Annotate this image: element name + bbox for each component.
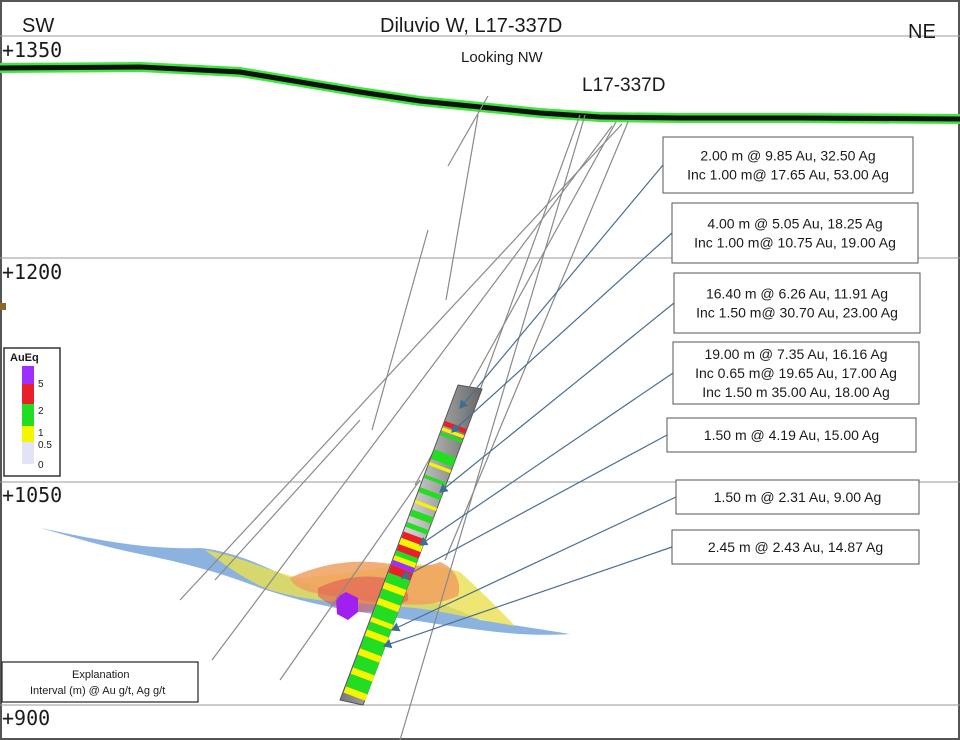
callout-text: 4.00 m @ 5.05 Au, 18.25 Ag [707, 216, 882, 232]
topography-surface [0, 62, 960, 124]
core-assay-band [414, 499, 438, 512]
core-assay-band [350, 667, 375, 682]
legend-tick-1: 1 [38, 428, 44, 439]
core-assay-band [371, 604, 399, 625]
interval-callout: 2.00 m @ 9.85 Au, 32.50 Ag Inc 1.00 m@ 17… [459, 136, 914, 409]
survey-marker [0, 303, 6, 310]
elevation-label-900: +900 [2, 706, 50, 730]
callout-box [666, 417, 917, 453]
core-assay-band [345, 673, 373, 695]
interval-callout: 16.40 m @ 6.26 Au, 11.91 Ag Inc 1.50 m@ 3… [439, 272, 921, 493]
drill-hole-traces [179, 95, 629, 740]
callout-text: Inc 0.65 m@ 19.65 Au, 17.00 Ag [695, 365, 897, 381]
direction-sw: SW [22, 15, 54, 37]
core-assay-band [441, 427, 465, 439]
callout-leader-line [459, 164, 664, 409]
callout-box [673, 272, 921, 334]
legend-tick-05: 0.5 [38, 440, 52, 451]
interval-callout: 4.00 m @ 5.05 Au, 18.25 Ag Inc 1.00 m@ 10… [451, 202, 919, 433]
callout-box [671, 529, 920, 565]
core-assay-band [367, 621, 392, 638]
explanation-box: Explanation Interval (m) @ Au g/t, Ag g/… [1, 661, 199, 703]
callout-text: 1.50 m @ 4.19 Au, 15.00 Ag [704, 427, 879, 443]
callout-box [671, 202, 919, 264]
callout-leader-line [439, 302, 675, 493]
core-assay-band [382, 582, 407, 597]
core-assay-band [399, 537, 423, 553]
core-assay-band [353, 654, 380, 676]
explanation-title: Explanation [72, 669, 130, 681]
callout-text: 19.00 m @ 7.35 Au, 16.16 Ag [704, 346, 887, 362]
drill-hole-core [339, 384, 483, 706]
core-assay-band [378, 588, 405, 606]
callout-text: Inc 1.00 m@ 10.75 Au, 19.00 Ag [694, 235, 896, 251]
legend-swatch-5 [22, 366, 34, 384]
view-direction-label: Looking NW [461, 49, 544, 66]
core-assay-band [396, 544, 421, 559]
mineralized-zones [40, 528, 570, 635]
elevation-label-1050: +1050 [2, 483, 62, 507]
interval-callout: 1.50 m @ 2.31 Au, 9.00 Ag [390, 479, 920, 632]
legend-swatch-2 [22, 384, 34, 404]
legend-tick-0: 0 [38, 460, 44, 471]
core-assay-band [370, 616, 394, 630]
legend-swatch-05 [22, 426, 34, 442]
callout-text: Inc 1.00 m@ 17.65 Au, 53.00 Ag [687, 167, 889, 183]
interval-callout: 1.50 m @ 4.19 Au, 15.00 Ag [400, 417, 917, 579]
core-assay-band [360, 635, 387, 657]
core-assay-band [391, 559, 415, 573]
callout-text: 2.45 m @ 2.43 Au, 14.87 Ag [708, 539, 883, 555]
diagram-title: Diluvio W, L17-337D [380, 15, 562, 37]
elevation-label-1200: +1200 [2, 260, 62, 284]
core-assay-band [418, 487, 442, 501]
callout-text: Inc 1.50 m@ 30.70 Au, 23.00 Ag [696, 305, 898, 321]
interval-callout: 2.45 m @ 2.43 Au, 14.87 Ag [382, 529, 920, 649]
explanation-text: Interval (m) @ Au g/t, Ag g/t [30, 685, 165, 697]
core-assay-band [393, 555, 417, 568]
callout-leader-line [382, 546, 673, 649]
core-assay-band [357, 648, 382, 663]
callout-leader-line [451, 232, 673, 433]
core-assay-band [405, 522, 429, 535]
core-assay-band [343, 686, 368, 701]
legend-swatch-1 [22, 404, 34, 426]
core-assay-band [376, 597, 401, 613]
core-assay-band [428, 461, 452, 474]
direction-ne: NE [908, 21, 936, 43]
callout-box [672, 341, 920, 405]
drill-hole-label: L17-337D [582, 75, 665, 96]
core-assay-band [423, 474, 447, 486]
interval-callouts: 2.00 m @ 9.85 Au, 32.50 Ag Inc 1.00 m@ 17… [382, 136, 921, 649]
zone-purple [336, 592, 358, 620]
legend-tick-5: 5 [38, 379, 44, 390]
core-assay-band [409, 509, 434, 524]
legend-swatch-0 [22, 442, 34, 464]
callout-text: 16.40 m @ 6.26 Au, 11.91 Ag [706, 286, 888, 302]
core-assay-band [430, 449, 456, 467]
interval-callout: 19.00 m @ 7.35 Au, 16.16 Ag Inc 0.65 m@ 1… [419, 341, 920, 546]
core-assay-band [364, 629, 389, 644]
core-assay-band [394, 550, 419, 564]
callout-text: Inc 1.50 m 35.00 Au, 18.00 Ag [702, 384, 890, 400]
callout-box [662, 136, 914, 194]
aueq-legend: AuEq 5 2 1 0.5 0 [3, 347, 61, 477]
elevation-label-1350: +1350 [2, 38, 62, 62]
core-assay-band [439, 431, 463, 444]
callout-leader-line [400, 434, 668, 579]
callout-text: 1.50 m @ 2.31 Au, 9.00 Ag [714, 489, 882, 505]
callout-text: 2.00 m @ 9.85 Au, 32.50 Ag [700, 148, 875, 164]
legend-tick-2: 2 [38, 406, 44, 417]
callout-box [675, 479, 920, 515]
callout-leader-line [419, 372, 674, 546]
legend-title: AuEq [10, 352, 39, 364]
core-assay-band [384, 572, 410, 591]
callout-leader-line [390, 496, 677, 632]
